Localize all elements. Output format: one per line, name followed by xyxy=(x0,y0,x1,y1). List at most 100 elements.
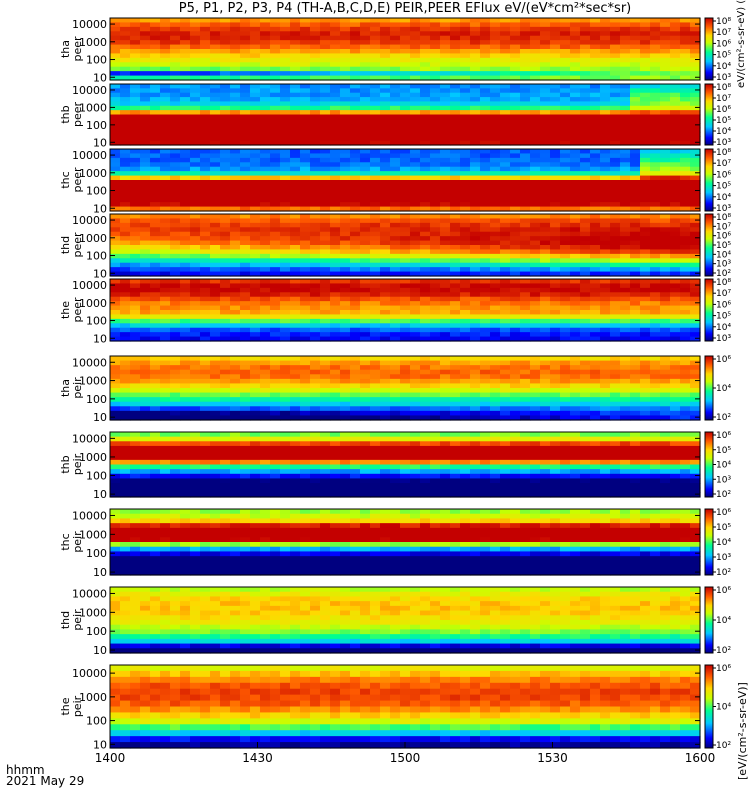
colorbar: 10² 10⁴ 10⁶ xyxy=(704,586,731,656)
panel-label: thepeer xyxy=(59,297,84,323)
heatmap-cells xyxy=(110,356,701,421)
colorbar-tick-label: 10² xyxy=(716,741,731,751)
colorbar-tick-label: 10⁴ xyxy=(716,461,731,471)
y-tick-label: 1000 xyxy=(79,451,107,464)
y-tick-label: 100 xyxy=(86,393,107,406)
y-tick-label: 1000 xyxy=(79,167,107,180)
colorbar-tick-label: 10⁶ xyxy=(716,39,731,49)
panel-frame xyxy=(109,17,701,81)
y-tick-label: 10 xyxy=(93,566,107,579)
colorbar-tick-label: 10² xyxy=(716,568,731,578)
panel-frame xyxy=(109,586,701,654)
y-tick-label: 1000 xyxy=(79,297,107,310)
x-tick-label: 1530 xyxy=(537,751,568,765)
heatmap-cells xyxy=(110,84,701,146)
heatmap-cells xyxy=(110,587,701,654)
colorbar-tick-label: 10⁴ xyxy=(716,127,731,137)
colorbar-tick-label: 10⁶ xyxy=(716,105,731,115)
colorbar-tick-label: 10⁴ xyxy=(716,616,731,626)
colorbar: 10² 10³ 10⁴ 10⁵ 10⁶ xyxy=(704,508,731,578)
colorbar-units-label-top: eV/(cm²-s-sr-eV) (4) xyxy=(736,0,747,88)
panel-thc-peir: 10 100 1000 10000 thcpeir 10² 10³ 10⁴ 10⁵ 10⁶ xyxy=(59,508,731,579)
panel-label: thapeir xyxy=(59,377,84,399)
y-tick-label: 100 xyxy=(86,185,107,198)
y-tick-label: 1000 xyxy=(79,375,107,388)
colorbar-tick-label: 10⁷ xyxy=(716,94,731,104)
y-tick-label: 10000 xyxy=(72,667,107,680)
colorbar-tick-label: 10⁵ xyxy=(716,182,731,192)
colorbar-tick-label: 10⁵ xyxy=(716,116,731,126)
panel-label: thcpeer xyxy=(59,167,84,193)
panel-frame xyxy=(109,508,701,576)
panel-frame xyxy=(109,278,701,342)
panel-thd-peir: 10 100 1000 10000 thdpeir 10² 10⁴ 10⁶ xyxy=(59,586,731,657)
colorbar-tick-label: 10³ xyxy=(716,475,731,485)
y-tick-label: 100 xyxy=(86,54,107,67)
y-tick-label: 1000 xyxy=(79,232,107,245)
colorbar-tick-label: 10⁶ xyxy=(716,508,731,518)
colorbar-tick-label: 10³ xyxy=(716,138,731,148)
y-tick-label: 10 xyxy=(93,332,107,345)
colorbar-tick-label: 10³ xyxy=(716,553,731,563)
colorbar-tick-label: 10³ xyxy=(716,260,731,270)
colorbar-tick-label: 10² xyxy=(716,646,731,656)
colorbar-tick-label: 10⁵ xyxy=(716,523,731,533)
heatmap-cells xyxy=(110,149,701,212)
y-tick-label: 10000 xyxy=(72,214,107,227)
colorbar-tick-label: 10² xyxy=(716,269,731,279)
colorbar-tick-label: 10² xyxy=(716,490,731,500)
colorbar-tick-label: 10⁴ xyxy=(716,62,731,72)
colorbar-tick-label: 10⁴ xyxy=(716,384,731,394)
colorbar-tick-label: 10⁶ xyxy=(716,664,731,674)
x-axis-label-hhmm: hhmm xyxy=(6,763,45,777)
panel-frame xyxy=(109,148,701,212)
y-tick-label: 10 xyxy=(93,267,107,280)
y-tick-label: 1000 xyxy=(79,691,107,704)
y-tick-label: 10 xyxy=(93,202,107,215)
y-tick-label: 100 xyxy=(86,715,107,728)
heatmap-cells xyxy=(110,665,701,749)
panel-frame xyxy=(109,213,701,277)
panel-label: thepeir xyxy=(59,695,84,717)
y-tick-label: 10000 xyxy=(72,18,107,31)
panel-frame xyxy=(109,355,701,421)
heatmap-cells xyxy=(110,214,701,277)
y-tick-label: 100 xyxy=(86,315,107,328)
heatmap-cells xyxy=(110,509,701,576)
colorbar-tick-label: 10⁸ xyxy=(716,148,731,158)
y-tick-label: 10000 xyxy=(72,356,107,369)
panel-tha-peir: 10 100 1000 10000 thapeir 10² 10⁴ 10⁶ xyxy=(59,355,731,424)
colorbar-tick-label: 10⁴ xyxy=(716,538,731,548)
x-tick-label: 1600 xyxy=(685,751,716,765)
chart-title: P5, P1, P2, P3, P4 (TH-A,B,C,D,E) PEIR,P… xyxy=(178,1,632,16)
colorbar-tick-label: 10⁴ xyxy=(716,250,731,260)
panel-label: thdpeir xyxy=(59,609,84,631)
y-tick-label: 10000 xyxy=(72,84,107,97)
x-tick-label: 1430 xyxy=(242,751,273,765)
colorbar-tick-label: 10⁵ xyxy=(716,312,731,322)
panel-label: thcpeir xyxy=(59,531,84,553)
colorbar-tick-label: 10⁴ xyxy=(716,323,731,333)
colorbar-tick-label: 10⁸ xyxy=(716,17,731,27)
colorbar-tick-label: 10⁶ xyxy=(716,355,731,365)
y-tick-label: 10 xyxy=(93,411,107,424)
colorbar-tick-label: 10⁶ xyxy=(716,431,731,441)
panel-frame xyxy=(109,431,701,498)
y-tick-label: 10000 xyxy=(72,432,107,445)
colorbar-tick-label: 10⁴ xyxy=(716,703,731,713)
y-tick-label: 10 xyxy=(93,71,107,84)
y-tick-label: 10000 xyxy=(72,279,107,292)
panel-label: thbpeir xyxy=(59,453,84,475)
colorbar-tick-label: 10⁸ xyxy=(716,278,731,288)
y-tick-label: 100 xyxy=(86,625,107,638)
colorbar: 10² 10⁴ 10⁶ xyxy=(704,664,731,751)
y-tick-label: 100 xyxy=(86,470,107,483)
colorbar-tick-label: 10⁴ xyxy=(716,193,731,203)
colorbar-tick-label: 10⁵ xyxy=(716,241,731,251)
